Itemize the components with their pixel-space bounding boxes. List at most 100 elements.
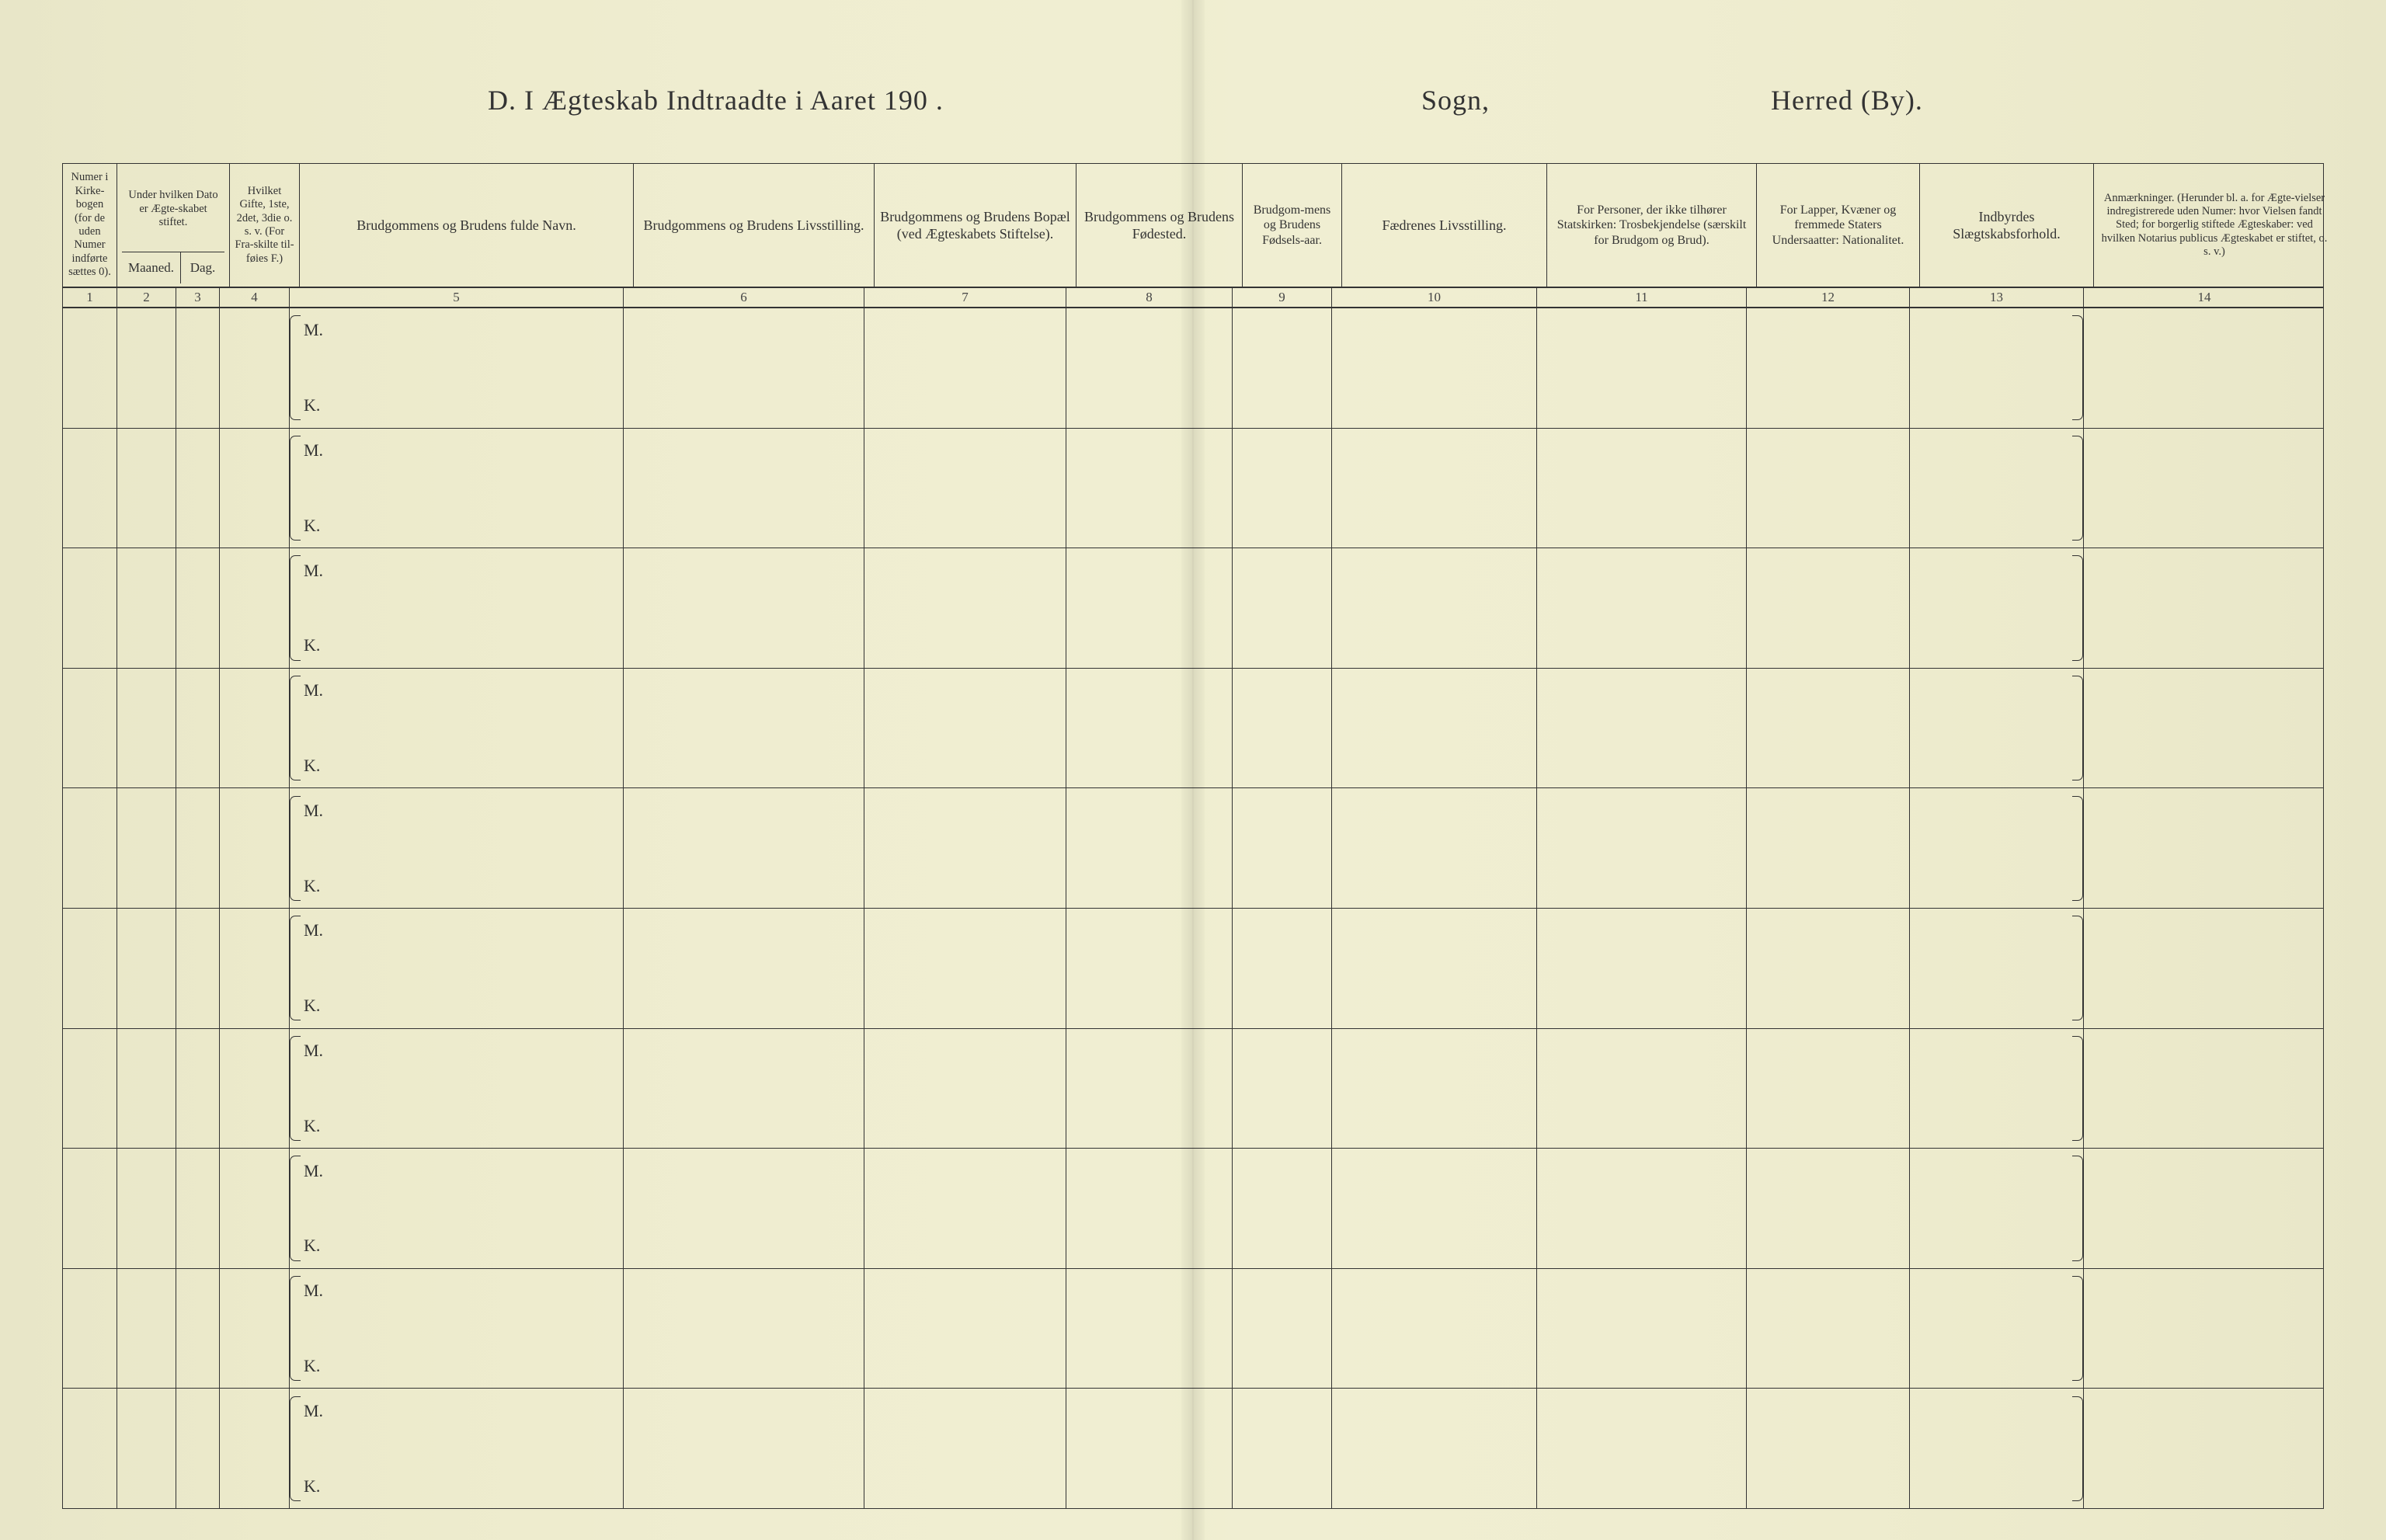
cell-col-14 — [2084, 1269, 2325, 1389]
cell-col-8 — [1066, 308, 1233, 428]
cell-col-4 — [220, 308, 290, 428]
table-row: M.K. — [63, 548, 2323, 669]
right-brace-icon — [2072, 315, 2083, 420]
cell-col-13 — [1910, 429, 2084, 548]
header-col-10: Fædrenes Livsstilling. — [1342, 164, 1547, 287]
label-k: K. — [304, 876, 320, 896]
right-brace-icon — [2072, 796, 2083, 901]
cell-col-8 — [1066, 788, 1233, 908]
cell-col-6 — [624, 1029, 864, 1149]
table-header-row: Numer i Kirke-bogen (for de uden Numer i… — [63, 164, 2323, 288]
cell-col-8 — [1066, 909, 1233, 1028]
right-brace-icon — [2072, 676, 2083, 780]
cell-col-3 — [176, 788, 220, 908]
cell-col-10 — [1332, 1149, 1537, 1268]
cell-col-4 — [220, 788, 290, 908]
cell-col-12 — [1747, 1029, 1910, 1149]
cell-col-3 — [176, 429, 220, 548]
colnum-11: 11 — [1537, 288, 1747, 307]
cell-col-4 — [220, 909, 290, 1028]
cell-col-5: M. K. — [290, 788, 624, 908]
document-page: D. I Ægteskab Indtraadte i Aaret 190 . S… — [0, 0, 2386, 1540]
cell-col-2 — [117, 669, 176, 788]
left-brace-icon — [290, 315, 301, 420]
label-m: M. — [304, 801, 323, 821]
header-dato-sub: Maaned.Dag. — [122, 252, 224, 283]
header-col-8: Brudgommens og Brudens Fødested. — [1076, 164, 1243, 287]
cell-col-5: M.K. — [290, 1149, 624, 1268]
cell-col-3 — [176, 308, 220, 428]
cell-col-14 — [2084, 1149, 2325, 1268]
cell-col-1 — [63, 548, 117, 668]
title-herred: Herred (By). — [1771, 84, 1923, 116]
cell-col-6 — [624, 429, 864, 548]
table-column-number-row: 1234567891011121314 — [63, 288, 2323, 308]
cell-col-11 — [1537, 548, 1747, 668]
left-brace-icon — [290, 796, 301, 901]
cell-col-13 — [1910, 1029, 2084, 1149]
cell-col-11 — [1537, 1029, 1747, 1149]
cell-col-12 — [1747, 669, 1910, 788]
cell-col-11 — [1537, 1269, 1747, 1389]
cell-col-1 — [63, 1149, 117, 1268]
cell-col-2 — [117, 909, 176, 1028]
cell-col-2 — [117, 1269, 176, 1389]
cell-col-2 — [117, 1389, 176, 1508]
cell-col-9 — [1233, 1149, 1332, 1268]
cell-col-6 — [624, 548, 864, 668]
cell-col-10 — [1332, 548, 1537, 668]
colnum-12: 12 — [1747, 288, 1910, 307]
colnum-5: 5 — [290, 288, 624, 307]
cell-col-9 — [1233, 548, 1332, 668]
cell-col-9 — [1233, 788, 1332, 908]
cell-col-10 — [1332, 909, 1537, 1028]
label-m: M. — [304, 561, 323, 581]
cell-col-8 — [1066, 1269, 1233, 1389]
cell-col-13 — [1910, 548, 2084, 668]
colnum-7: 7 — [864, 288, 1066, 307]
cell-col-14 — [2084, 909, 2325, 1028]
cell-col-3 — [176, 1149, 220, 1268]
colnum-4: 4 — [220, 288, 290, 307]
colnum-8: 8 — [1066, 288, 1233, 307]
cell-col-11 — [1537, 429, 1747, 548]
cell-col-3 — [176, 669, 220, 788]
cell-col-5: M.K. — [290, 548, 624, 668]
cell-col-8 — [1066, 429, 1233, 548]
cell-col-7 — [864, 429, 1066, 548]
label-k: K. — [304, 1356, 320, 1376]
colnum-14: 14 — [2084, 288, 2325, 307]
cell-col-10 — [1332, 429, 1537, 548]
cell-col-9 — [1233, 1269, 1332, 1389]
cell-col-8 — [1066, 669, 1233, 788]
table-row: M.K. — [63, 909, 2323, 1029]
cell-col-12 — [1747, 429, 1910, 548]
header-col-7: Brudgommens og Brudens Bopæl (ved Ægtesk… — [875, 164, 1076, 287]
cell-col-2 — [117, 1029, 176, 1149]
cell-col-3 — [176, 1029, 220, 1149]
right-brace-icon — [2072, 1396, 2083, 1501]
cell-col-2 — [117, 308, 176, 428]
cell-col-2 — [117, 429, 176, 548]
colnum-1: 1 — [63, 288, 117, 307]
cell-col-5: M.K. — [290, 909, 624, 1028]
cell-col-1 — [63, 308, 117, 428]
left-brace-icon — [290, 676, 301, 780]
cell-col-12 — [1747, 1269, 1910, 1389]
table-row: M.K. — [63, 1269, 2323, 1389]
cell-col-6 — [624, 1389, 864, 1508]
cell-col-10 — [1332, 308, 1537, 428]
cell-col-5: M.K. — [290, 1029, 624, 1149]
cell-col-4 — [220, 548, 290, 668]
header-col-13: Indbyrdes Slægtskabsforhold. — [1920, 164, 2094, 287]
table-row: M. K. — [63, 788, 2323, 909]
cell-col-14 — [2084, 308, 2325, 428]
colnum-10: 10 — [1332, 288, 1537, 307]
label-m: M. — [304, 680, 323, 700]
cell-col-13 — [1910, 1149, 2084, 1268]
cell-col-14 — [2084, 548, 2325, 668]
table-row: M.K. — [63, 669, 2323, 789]
cell-col-7 — [864, 1029, 1066, 1149]
cell-col-7 — [864, 548, 1066, 668]
cell-col-10 — [1332, 1269, 1537, 1389]
